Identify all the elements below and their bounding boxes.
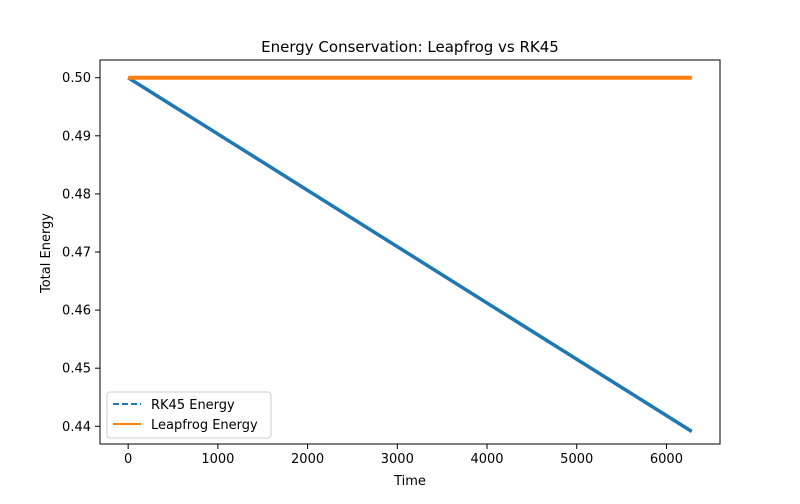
x-tick-label: 1000 [201,452,234,467]
chart-title: Energy Conservation: Leapfrog vs RK45 [261,38,559,56]
y-tick-label: 0.50 [62,71,91,86]
y-tick-label: 0.49 [62,129,91,144]
x-tick-label: 0 [124,452,132,467]
legend-box [106,391,272,439]
x-tick-label: 3000 [381,452,414,467]
y-tick-label: 0.46 [62,304,91,319]
legend-label-leapfrog-energy: Leapfrog Energy [151,418,258,433]
y-tick-label: 0.45 [62,362,91,377]
legend: RK45 Energy Leapfrog Energy [106,391,272,439]
x-tick-label: 5000 [560,452,593,467]
y-axis-label: Total Energy [39,213,54,294]
legend-label-rk45-energy: RK45 Energy [151,398,235,413]
x-axis-label: Time [393,474,426,489]
y-tick-label: 0.44 [62,420,91,435]
series-line-rk45-energy [127,76,693,433]
x-tick-label: 2000 [291,452,324,467]
y-axis-ticks: 0.44 0.45 0.46 0.47 0.48 0.49 0.50 [62,71,100,435]
y-tick-label: 0.48 [62,187,91,202]
y-tick-label: 0.47 [62,246,91,261]
x-tick-label: 6000 [650,452,683,467]
series-layer [127,75,693,433]
x-tick-label: 4000 [470,452,503,467]
x-axis-ticks: 0 1000 2000 3000 4000 5000 6000 [124,444,683,467]
